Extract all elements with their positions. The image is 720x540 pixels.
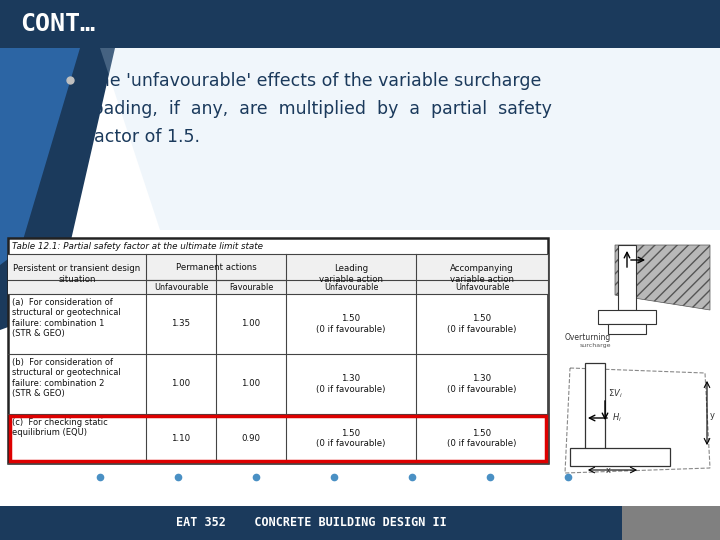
Text: 1.00: 1.00 xyxy=(241,380,261,388)
Bar xyxy=(0,0,720,48)
Text: The 'unfavourable' effects of the variable surcharge: The 'unfavourable' effects of the variab… xyxy=(88,72,541,90)
Text: 1.50
(0 if favourable): 1.50 (0 if favourable) xyxy=(447,429,517,448)
Text: factor of 1.5.: factor of 1.5. xyxy=(88,128,200,146)
Text: 1.50
(0 if favourable): 1.50 (0 if favourable) xyxy=(316,314,386,334)
Text: (b)  For consideration of
structural or geotechnical
failure: combination 2
(STR: (b) For consideration of structural or g… xyxy=(12,358,121,398)
Bar xyxy=(570,448,670,466)
Polygon shape xyxy=(100,48,720,230)
Text: $\Sigma V_i$: $\Sigma V_i$ xyxy=(608,387,623,400)
Text: Overturning: Overturning xyxy=(565,333,611,342)
Text: Persistent or transient design
situation: Persistent or transient design situation xyxy=(14,264,140,284)
Bar xyxy=(0,506,622,540)
Text: 1.35: 1.35 xyxy=(171,320,191,328)
Bar xyxy=(10,416,546,461)
Text: 1.30
(0 if favourable): 1.30 (0 if favourable) xyxy=(447,374,517,394)
Text: 0.90: 0.90 xyxy=(241,434,261,443)
Polygon shape xyxy=(200,0,720,48)
Text: y: y xyxy=(710,411,715,420)
Bar xyxy=(598,310,656,324)
Text: Table 12.1: Partial safety factor at the ultimate limit state: Table 12.1: Partial safety factor at the… xyxy=(12,242,263,251)
Text: loading,  if  any,  are  multiplied  by  a  partial  safety: loading, if any, are multiplied by a par… xyxy=(88,100,552,118)
Text: 1.50
(0 if favourable): 1.50 (0 if favourable) xyxy=(447,314,517,334)
Text: Accompanying
variable action: Accompanying variable action xyxy=(450,264,514,284)
Bar xyxy=(8,254,548,294)
Text: 1.00: 1.00 xyxy=(171,380,191,388)
Text: Permanent actions: Permanent actions xyxy=(176,262,256,272)
Polygon shape xyxy=(615,245,710,310)
Text: Unfavourable: Unfavourable xyxy=(154,282,208,292)
Text: 1.00: 1.00 xyxy=(241,320,261,328)
Bar xyxy=(618,245,636,310)
Text: 1.10: 1.10 xyxy=(171,434,191,443)
Text: CONT…: CONT… xyxy=(20,12,95,36)
Bar xyxy=(585,363,605,453)
Polygon shape xyxy=(0,48,80,265)
Text: Unfavourable: Unfavourable xyxy=(455,282,509,292)
Text: surcharge: surcharge xyxy=(580,343,611,348)
Text: 1.50
(0 if favourable): 1.50 (0 if favourable) xyxy=(316,429,386,448)
Text: Favourable: Favourable xyxy=(229,282,273,292)
Bar xyxy=(622,506,720,540)
Text: Leading
variable action: Leading variable action xyxy=(319,264,383,284)
Text: 1.30
(0 if favourable): 1.30 (0 if favourable) xyxy=(316,374,386,394)
Text: (c)  For checking static
equilibrium (EQU): (c) For checking static equilibrium (EQU… xyxy=(12,418,108,437)
Bar xyxy=(8,238,548,463)
Text: x: x xyxy=(606,466,611,475)
Polygon shape xyxy=(0,48,115,330)
Text: $H_i$: $H_i$ xyxy=(612,412,622,424)
Text: EAT 352    CONCRETE BUILDING DESIGN II: EAT 352 CONCRETE BUILDING DESIGN II xyxy=(176,516,446,530)
Text: Unfavourable: Unfavourable xyxy=(324,282,378,292)
Bar xyxy=(608,324,646,334)
Text: (a)  For consideration of
structural or geotechnical
failure: combination 1
(STR: (a) For consideration of structural or g… xyxy=(12,298,121,338)
